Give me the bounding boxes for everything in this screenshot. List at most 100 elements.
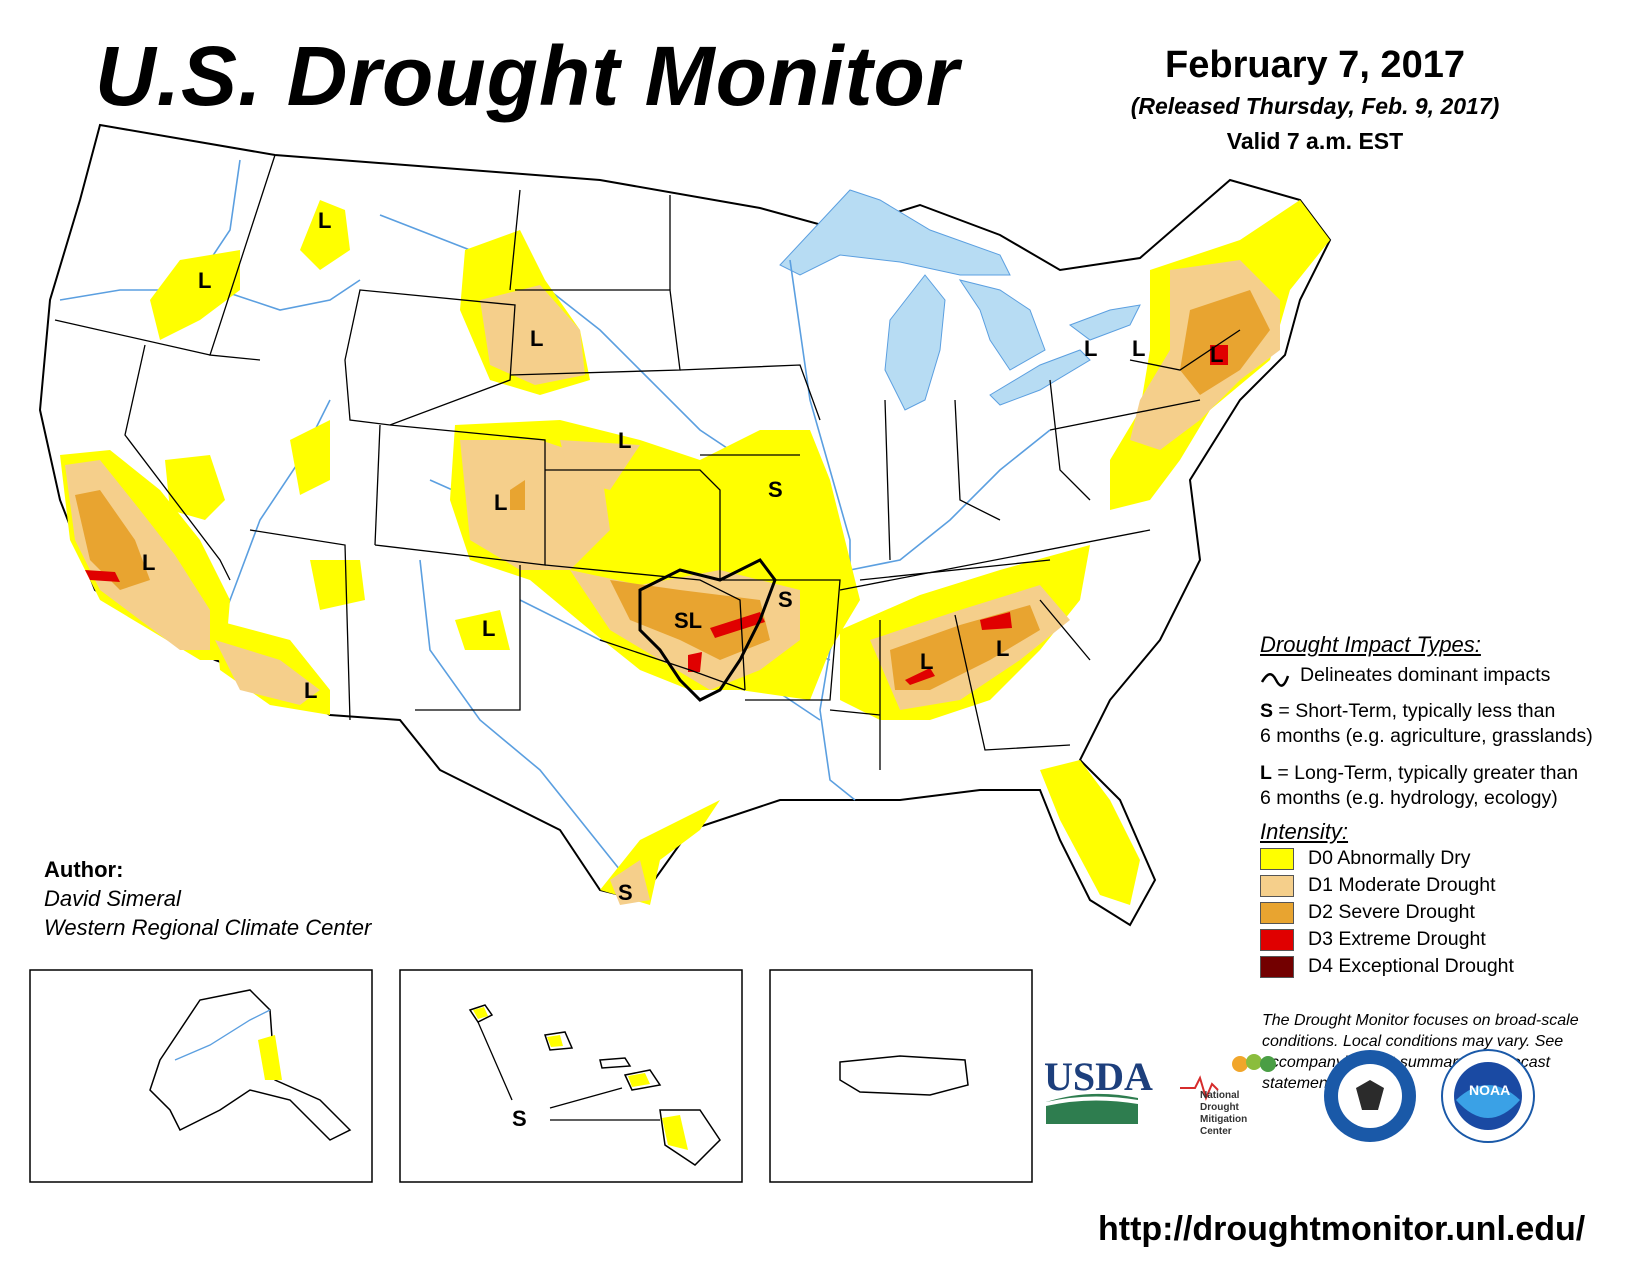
label-S: S [778, 587, 793, 612]
label-L: L [142, 550, 155, 575]
ndmc-logo-graph [1180, 1075, 1219, 1101]
label-L: L [996, 636, 1009, 661]
long-term-text-b: 6 months (e.g. hydrology, ecology) [1260, 787, 1558, 809]
oahu-d0 [547, 1035, 563, 1047]
d3-connecticut [1210, 345, 1228, 365]
d0-utah [290, 420, 330, 495]
puerto-rico-shape [839, 1055, 969, 1096]
d1-wyoming-sd [480, 285, 585, 385]
state-line [599, 639, 746, 691]
d0-nm-east [455, 610, 510, 650]
intensity-label: D0 Abnormally Dry [1308, 847, 1471, 869]
alaska-d0 [258, 1035, 282, 1080]
impact-delineation [638, 558, 777, 702]
intensity-swatch [1260, 901, 1294, 924]
d2-california [75, 490, 150, 590]
state-line [249, 529, 351, 721]
d3-georgia [980, 612, 1012, 630]
label-S: S [618, 880, 633, 905]
label-L: L [1084, 336, 1097, 361]
d0-florida [1040, 760, 1140, 905]
d0-nevada [165, 455, 225, 520]
long-term-text-a: = Long-Term, typically greater than [1271, 762, 1579, 784]
d1-kansas [560, 440, 640, 490]
state-line [954, 399, 1001, 521]
website-url[interactable]: http://droughtmonitor.unl.edu/ [1098, 1210, 1586, 1248]
ohio-river [849, 429, 1051, 571]
state-line [859, 559, 1051, 581]
d3-oklahoma [710, 612, 765, 638]
ndmc-logo: National Drought Mitigation Center [1180, 1054, 1276, 1137]
state-line [374, 424, 546, 566]
state-line [1039, 599, 1091, 661]
label-L: L [482, 616, 495, 641]
impact-labels: L L L L L L L L S S SL L L L L L S [142, 208, 1223, 905]
label-L: L [494, 490, 507, 515]
snake-river [219, 279, 361, 311]
ndmc-line: Mitigation [1200, 1114, 1247, 1125]
ndmc-logo-tree [1232, 1056, 1248, 1072]
ndmc-line: National [1200, 1090, 1240, 1101]
ndmc-line: Center [1200, 1126, 1232, 1137]
intensity-row: D1 Moderate Drought [1260, 872, 1640, 899]
label-L: L [530, 326, 543, 351]
maui-d0 [628, 1073, 650, 1087]
short-term-text-b: 6 months (e.g. agriculture, grasslands) [1260, 725, 1593, 747]
ndmc-line: Drought [1200, 1102, 1240, 1113]
intensity-row: D4 Exceptional Drought [1260, 953, 1640, 980]
label-S: S [768, 477, 783, 502]
usda-logo-text: USDA [1044, 1054, 1153, 1099]
delineates-row: Delineates dominant impacts [1260, 664, 1640, 687]
usda-logo-band-light [1046, 1096, 1138, 1106]
delineates-text: Delineates dominant impacts [1300, 664, 1551, 686]
author-block: Author: David Simeral Western Regional C… [44, 855, 371, 942]
hawaii-S-label: S [512, 1106, 527, 1131]
impact-types-heading: Drought Impact Types: [1260, 632, 1481, 657]
partner-logos: USDA National Drought Mitigation Center … [1044, 1049, 1535, 1143]
state-line [839, 529, 1151, 591]
lake-superior [779, 189, 1011, 276]
label-L: L [920, 649, 933, 674]
d3-areas [85, 345, 1228, 685]
long-term-letter: L [1260, 762, 1272, 784]
intensity-heading: Intensity: [1260, 819, 1349, 844]
d2-oklahoma [610, 580, 770, 660]
label-L: L [1132, 336, 1145, 361]
release-date: (Released Thursday, Feb. 9, 2017) [1130, 93, 1500, 119]
label-L: L [618, 428, 631, 453]
ndmc-logo-tree [1246, 1054, 1262, 1070]
great-lakes [779, 189, 1141, 411]
valid-time: Valid 7 a.m. EST [1226, 128, 1404, 154]
usda-logo: USDA [1044, 1054, 1153, 1124]
disclaimer-text: The Drought Monitor focuses on broad-sca… [1262, 1012, 1579, 1092]
d0-new-mexico [310, 560, 365, 610]
intensity-swatch [1260, 874, 1294, 897]
state-line [415, 565, 521, 711]
state-line [679, 364, 821, 421]
delineation-icon [1260, 673, 1290, 687]
author-organization: Western Regional Climate Center [44, 915, 372, 940]
d0-oregon-idaho [150, 250, 240, 340]
state-line [1049, 399, 1201, 431]
short-term-letter: S [1260, 700, 1274, 722]
state-line [374, 424, 381, 546]
state-line [720, 579, 841, 701]
alaska-shape [149, 989, 352, 1141]
pointer-line [477, 1021, 513, 1101]
map-title: U.S. Drought Monitor [95, 29, 960, 123]
short-term-text-a: = Short-Term, typically less than [1273, 700, 1556, 722]
state-line [1129, 329, 1241, 371]
author-heading: Author: [44, 857, 124, 882]
ndmc-logo-tree [1260, 1056, 1276, 1072]
hawaii-d0 [473, 1007, 688, 1150]
hawaii-pointers [477, 1021, 660, 1121]
d0-montana [300, 200, 350, 270]
label-L: L [318, 208, 331, 233]
lake-michigan [884, 274, 946, 411]
hawaii-d0-area [662, 1115, 688, 1150]
noaa-logo: NOAA [1441, 1049, 1535, 1143]
intensity-label: D1 Moderate Drought [1308, 874, 1496, 896]
d3-texas [688, 652, 702, 672]
long-term-description: L = Long-Term, typically greater than 6 … [1260, 761, 1640, 811]
